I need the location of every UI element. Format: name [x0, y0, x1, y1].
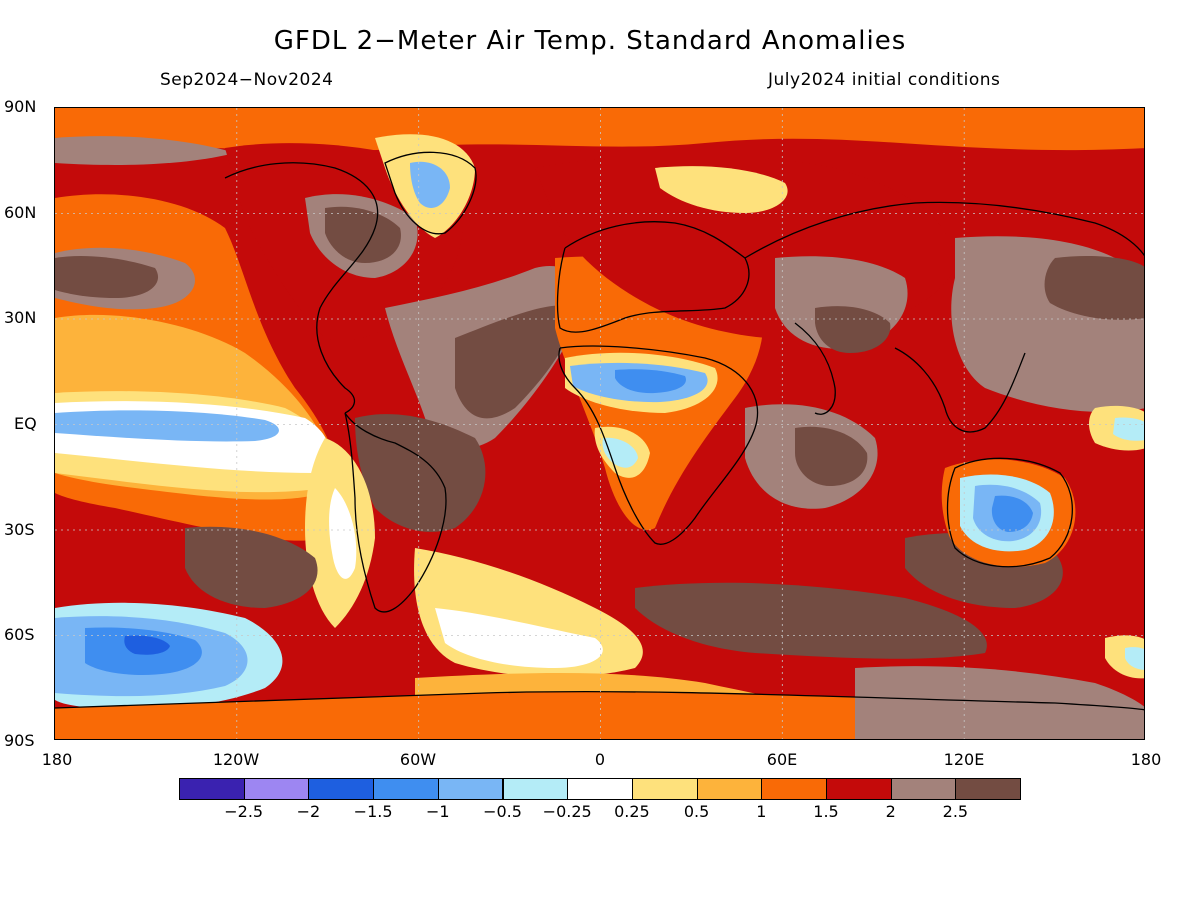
lat-label-30n: 30N [4, 308, 37, 327]
colorbar-label: 2.5 [942, 802, 969, 821]
arctic-pacific-brown [55, 136, 235, 165]
colorbar-swatch [308, 778, 375, 800]
map-title: GFDL 2−Meter Air Temp. Standard Anomalie… [273, 26, 907, 56]
lon-label-180e: 180 [1130, 750, 1162, 769]
pacific-blue-patch [55, 410, 279, 442]
lat-label-60s: 60S [4, 625, 35, 644]
colorbar-swatch [179, 778, 245, 800]
lat-label-90n: 90N [4, 97, 37, 116]
colorbar-swatch [761, 778, 827, 800]
colorbar-label: −1 [426, 802, 450, 821]
colorbar-swatch [826, 778, 892, 800]
map-svg [55, 108, 1144, 739]
coast-north-america [224, 162, 379, 414]
colorbar-label: −0.5 [483, 802, 522, 821]
se-pacific-lightblue [1125, 647, 1144, 670]
lon-label-60e: 60E [766, 750, 798, 769]
colorbar-swatch [696, 778, 763, 800]
colorbar-label: 1.5 [813, 802, 839, 821]
colorbar-label: −1.5 [353, 802, 393, 821]
lat-label-eq: EQ [14, 414, 37, 433]
gridlines [55, 108, 1144, 739]
indian-ocean-brown [795, 426, 868, 486]
north-pacific-brown-east [1044, 256, 1144, 320]
colorbar-swatch [567, 778, 633, 800]
colorbar-label: 2 [885, 802, 896, 821]
coastlines [55, 151, 1144, 711]
sahel-midblue [615, 369, 686, 394]
colorbar-label: −2 [296, 802, 321, 821]
lon-label-60w: 60W [399, 750, 437, 769]
colorbar-label: 1 [756, 802, 767, 821]
australia-midblue [991, 495, 1033, 532]
southern-africa-lightblue [602, 437, 638, 468]
colorbar-swatch [502, 778, 569, 800]
anomaly-map [54, 107, 1145, 740]
coast-north-asia [744, 201, 1144, 259]
central-asia-brown [815, 306, 891, 353]
greenland-blue [410, 161, 450, 208]
coast-africa [558, 345, 759, 545]
lon-label-0: 0 [594, 750, 606, 769]
atlantic-brown [455, 305, 575, 419]
colorbar-swatch [437, 778, 504, 800]
colorbar-swatch [243, 778, 310, 800]
lon-label-120e: 120E [943, 750, 985, 769]
south-atlantic-white [435, 608, 603, 668]
colorbar-swatch [373, 778, 439, 800]
colorbar-swatch [955, 778, 1022, 800]
canada-brown [325, 206, 401, 263]
lon-label-120w: 120W [212, 750, 260, 769]
scandinavia-yellow [655, 166, 788, 213]
arctic-band [55, 108, 1144, 153]
coast-antarctica [55, 690, 1144, 711]
equatorial-wpac-lightblue [1113, 417, 1144, 441]
colorbar-label: −2.5 [224, 802, 264, 821]
npac-brown [55, 256, 159, 298]
lat-label-30s: 30S [4, 520, 35, 539]
lat-label-60n: 60N [4, 203, 37, 222]
coast-india [794, 322, 836, 415]
lon-label-180w: 180 [41, 750, 73, 769]
coast-europe [556, 221, 750, 333]
colorbar-label: 0.5 [683, 802, 710, 821]
coast-se-asia [894, 347, 1026, 433]
colorbar-label: 0.25 [614, 802, 650, 821]
forecast-period: Sep2024−Nov2024 [160, 70, 334, 90]
coast-australia [946, 457, 1073, 568]
se-pacific-yellow [1105, 635, 1144, 679]
colorbar-swatch [631, 778, 698, 800]
southern-ocean-brown [635, 582, 987, 659]
initial-conditions: July2024 initial conditions [768, 70, 1001, 90]
coast-greenland [384, 151, 477, 235]
lat-label-90s: 90S [4, 731, 35, 750]
spac-brown [185, 526, 318, 608]
coast-south-america [344, 412, 447, 613]
colorbar-swatch [890, 778, 957, 800]
chile-coast-white [329, 488, 357, 579]
south-america-brown [355, 414, 486, 532]
south-pacific-darkblue [124, 635, 170, 655]
antarctica-east-brown [855, 666, 1144, 739]
colorbar-label: −0.25 [542, 802, 592, 821]
